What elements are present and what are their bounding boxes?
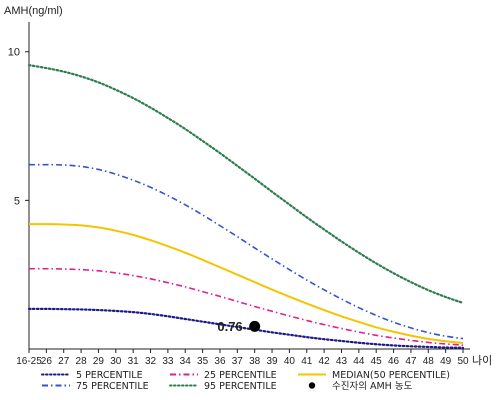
legend-label-4: 75 PERCENTILE bbox=[76, 381, 149, 392]
x-ticks: 16-25 26 27 28 29 30 31 32 33 34 35 36 37 38 39 40 41 42 4… bbox=[16, 349, 469, 367]
series-line-5 bbox=[27, 63, 465, 305]
x-tick-label: 26 bbox=[41, 356, 53, 367]
x-tick-label: 30 bbox=[110, 356, 122, 367]
patient-amh-marker bbox=[249, 320, 261, 332]
x-tick-label: 27 bbox=[58, 356, 70, 367]
y-tick-label: 10 bbox=[8, 47, 20, 59]
x-tick-label: 16-25 bbox=[16, 356, 42, 367]
x-axis-label: 나이 bbox=[472, 354, 492, 367]
x-tick-label: 48 bbox=[423, 356, 435, 367]
y-tick-label: 5 bbox=[14, 195, 20, 207]
x-tick-label: 32 bbox=[145, 356, 157, 367]
x-tick-label: 29 bbox=[93, 356, 105, 367]
legend-label-2: 25 PERCENTILE bbox=[204, 370, 277, 381]
x-tick-label: 33 bbox=[162, 356, 174, 367]
series-line-3 bbox=[28, 223, 464, 345]
patient-amh-value-label: 0.76 bbox=[217, 319, 242, 334]
x-tick-label: 35 bbox=[197, 356, 209, 367]
x-tick-label: 46 bbox=[388, 356, 400, 367]
x-tick-label: 28 bbox=[76, 356, 88, 367]
x-tick-label: 41 bbox=[301, 356, 313, 367]
legend-label-patient: 수진자의 AMH 농도 bbox=[332, 381, 413, 392]
y-ticks: 5 10 bbox=[8, 47, 29, 207]
series-line-1 bbox=[27, 307, 465, 349]
legend: 5 PERCENTILE 25 PERCENTILE MEDIAN(50 PERCE… bbox=[41, 370, 450, 392]
x-tick-label: 43 bbox=[336, 356, 348, 367]
x-tick-label: 38 bbox=[249, 356, 261, 367]
x-tick-label: 39 bbox=[266, 356, 278, 367]
x-tick-label: 37 bbox=[232, 356, 244, 367]
x-tick-label: 45 bbox=[371, 356, 383, 367]
legend-label-1: 5 PERCENTILE bbox=[76, 370, 143, 381]
x-tick-label: 36 bbox=[214, 356, 226, 367]
legend-marker-patient bbox=[308, 382, 316, 389]
x-tick-label: 50 bbox=[457, 356, 469, 367]
annotation: 0.76 bbox=[217, 319, 261, 334]
legend-label-3: MEDIAN(50 PERCENTILE) bbox=[332, 370, 450, 381]
x-tick-label: 44 bbox=[353, 356, 365, 367]
series-lines bbox=[27, 63, 465, 349]
x-tick-label: 40 bbox=[284, 356, 296, 367]
x-tick-label: 47 bbox=[405, 356, 417, 367]
x-tick-label: 42 bbox=[319, 356, 331, 367]
x-tick-label: 31 bbox=[128, 356, 140, 367]
axes: AMH(ng/ml) 나이 bbox=[4, 5, 492, 367]
legend-label-5: 95 PERCENTILE bbox=[204, 381, 277, 392]
x-tick-label: 49 bbox=[440, 356, 452, 367]
x-tick-label: 34 bbox=[180, 356, 192, 367]
y-axis-label: AMH(ng/ml) bbox=[4, 5, 63, 17]
series-line-2 bbox=[28, 267, 464, 346]
series-line-4 bbox=[28, 163, 464, 340]
